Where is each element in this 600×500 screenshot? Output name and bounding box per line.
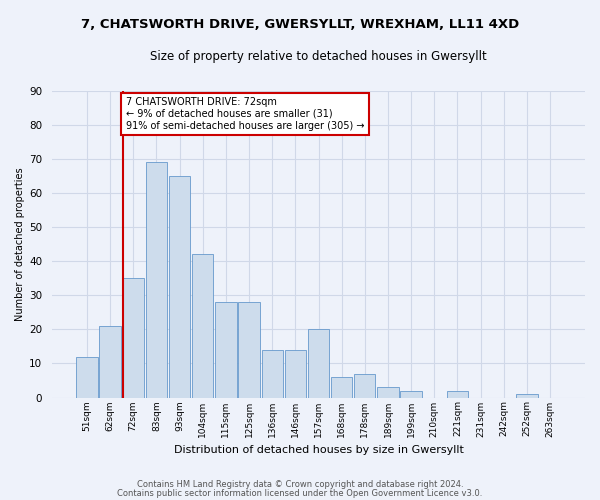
Bar (447, 390, 468, 398)
Text: Contains HM Land Registry data © Crown copyright and database right 2024.: Contains HM Land Registry data © Crown c… (137, 480, 463, 489)
Bar (122, 278, 144, 398)
Bar (215, 302, 236, 398)
Bar (284, 350, 306, 398)
Bar (169, 176, 190, 398)
Bar (192, 254, 214, 398)
X-axis label: Distribution of detached houses by size in Gwersyllt: Distribution of detached houses by size … (173, 445, 463, 455)
Text: 7, CHATSWORTH DRIVE, GWERSYLLT, WREXHAM, LL11 4XD: 7, CHATSWORTH DRIVE, GWERSYLLT, WREXHAM,… (81, 18, 519, 30)
Bar (308, 330, 329, 398)
Bar (400, 390, 422, 398)
Bar (262, 350, 283, 398)
Bar (377, 388, 398, 398)
Bar (517, 394, 538, 398)
Title: Size of property relative to detached houses in Gwersyllt: Size of property relative to detached ho… (150, 50, 487, 63)
Bar (76, 356, 98, 398)
Y-axis label: Number of detached properties: Number of detached properties (15, 167, 25, 321)
Bar (331, 377, 352, 398)
Bar (100, 326, 121, 398)
Bar (146, 162, 167, 398)
Bar (354, 374, 376, 398)
Text: Contains public sector information licensed under the Open Government Licence v3: Contains public sector information licen… (118, 488, 482, 498)
Text: 7 CHATSWORTH DRIVE: 72sqm
← 9% of detached houses are smaller (31)
91% of semi-d: 7 CHATSWORTH DRIVE: 72sqm ← 9% of detach… (126, 98, 365, 130)
Bar (238, 302, 260, 398)
